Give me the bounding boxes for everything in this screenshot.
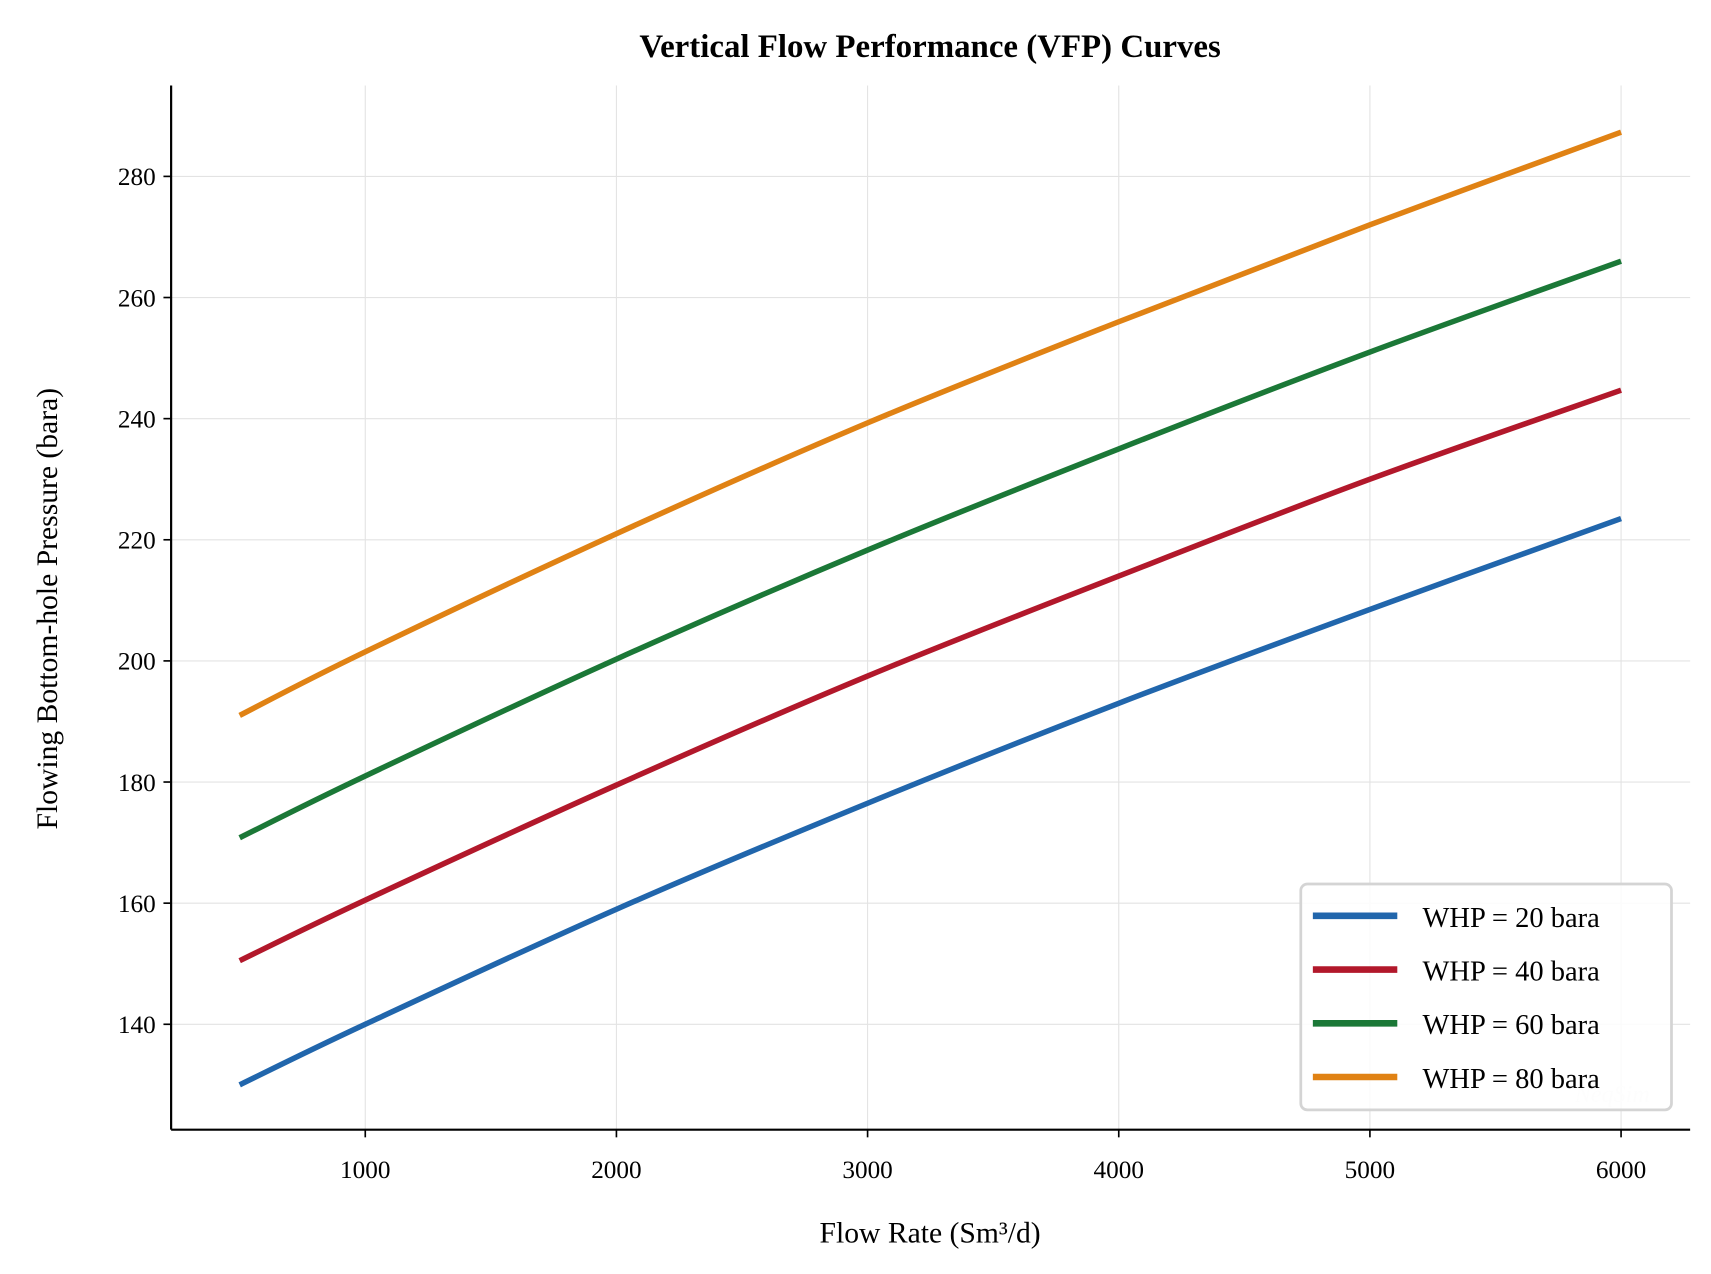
axes: 1000 2000 3000 4000 5000 6000 140 160 180 200 220 2…: [118, 85, 1691, 1184]
y-tick-label: 240: [118, 406, 156, 433]
x-tick-label: 6000: [1596, 1157, 1646, 1184]
x-tick-label: 4000: [1094, 1157, 1144, 1184]
series-lines: [238, 129, 1623, 1088]
x-tick-label: 5000: [1345, 1157, 1395, 1184]
legend-label: WHP = 40 bara: [1423, 957, 1601, 988]
y-tick-label: 260: [118, 285, 156, 312]
x-tick-label: 3000: [842, 1157, 892, 1184]
series-line-3: [238, 258, 1622, 841]
x-axis-label: Flow Rate (Sm³/d): [820, 1218, 1041, 1250]
y-tick-label: 160: [118, 891, 156, 918]
series-line-4: [238, 129, 1623, 718]
legend-label: WHP = 80 bara: [1423, 1064, 1601, 1095]
y-tick-label: 280: [118, 164, 156, 191]
series-line-2: [238, 387, 1622, 964]
y-tick-label: 180: [118, 770, 156, 797]
y-tick-label: 220: [118, 528, 156, 555]
legend-box: [1299, 882, 1673, 1112]
y-tick-label: 140: [118, 1012, 156, 1039]
x-tick-label: 1000: [340, 1157, 390, 1184]
y-tick-label: 200: [118, 649, 156, 676]
x-tick-label: 2000: [591, 1157, 641, 1184]
legend-label: WHP = 20 bara: [1423, 903, 1601, 934]
legend-label: WHP = 60 bara: [1423, 1010, 1601, 1041]
chart-title: Vertical Flow Performance (VFP) Curves: [639, 29, 1220, 65]
y-axis-label: Flowing Bottom-hole Pressure (bara): [32, 388, 64, 830]
series-line-1: [238, 515, 1622, 1088]
